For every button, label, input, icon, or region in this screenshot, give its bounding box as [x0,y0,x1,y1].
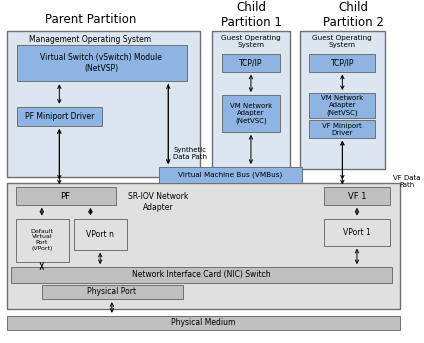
Bar [309,54,375,72]
Text: Guest Operating
System: Guest Operating System [312,35,372,48]
Text: Virtual Switch (vSwitch) Module
(NetVSP): Virtual Switch (vSwitch) Module (NetVSP) [40,53,162,73]
Bar [309,120,375,138]
Bar [42,285,183,299]
Text: TCP/IP: TCP/IP [331,58,354,67]
Text: VF Miniport
Driver: VF Miniport Driver [323,122,362,135]
Bar [17,107,102,126]
Text: Virtual Machine Bus (VMBus): Virtual Machine Bus (VMBus) [179,172,283,178]
Text: SR-IOV Network
Adapter: SR-IOV Network Adapter [128,192,189,212]
Text: Default
Virtual
Port
(VPort): Default Virtual Port (VPort) [31,229,53,251]
Text: VF 1: VF 1 [348,192,366,201]
Text: VM Network
Adapter
(NetVSC): VM Network Adapter (NetVSC) [321,95,363,116]
Bar [324,218,390,246]
Bar [7,31,201,177]
Bar [324,187,390,205]
Text: TCP/IP: TCP/IP [239,58,263,67]
Text: Parent Partition: Parent Partition [45,13,136,26]
Text: Network Interface Card (NIC) Switch: Network Interface Card (NIC) Switch [132,270,271,280]
Text: Physical Medium: Physical Medium [171,318,235,327]
Bar [222,95,280,132]
Text: VF Data
Path: VF Data Path [393,175,420,188]
Bar [11,267,392,283]
Bar [7,316,400,330]
Bar [212,31,290,169]
Bar [309,93,375,118]
Bar [16,187,116,205]
Bar [74,218,128,250]
Text: Guest Operating
System: Guest Operating System [221,35,281,48]
Bar [17,45,187,81]
Text: Synthetic
Data Path: Synthetic Data Path [173,147,206,160]
Text: Child
Partition 1: Child Partition 1 [220,1,282,29]
Bar [7,182,400,309]
Bar [222,54,280,72]
Text: Management Operating System: Management Operating System [29,35,151,44]
Text: VPort n: VPort n [86,229,114,239]
Bar [300,31,385,169]
Bar [16,218,69,262]
Text: Child
Partition 2: Child Partition 2 [323,1,384,29]
Text: VM Network
Adapter
(NetVSC): VM Network Adapter (NetVSC) [230,103,272,124]
Text: PF Miniport Driver: PF Miniport Driver [25,112,94,121]
Text: PF: PF [60,192,70,201]
Text: Physical Port: Physical Port [87,287,137,296]
Text: VPort 1: VPort 1 [343,228,371,237]
Bar [159,167,302,182]
